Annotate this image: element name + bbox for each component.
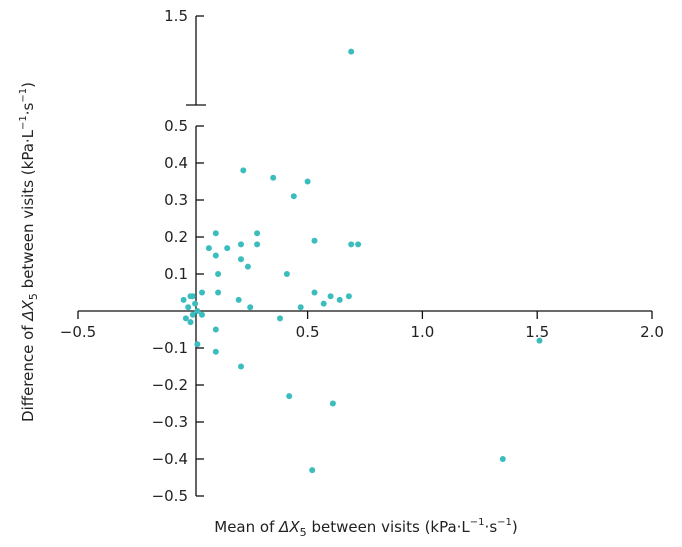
data-point — [247, 304, 254, 311]
data-point — [320, 300, 327, 307]
data-point — [270, 174, 277, 181]
data-point — [212, 252, 219, 259]
data-point — [311, 289, 318, 296]
data-point — [212, 326, 219, 333]
data-point — [297, 304, 304, 311]
ticks: −0.5 0.5 1.0 1.5 2.0 −0.5 −0.4 −0.3 −0.2 −0.1 0.1 0… — [60, 7, 664, 505]
y-axis-title-delta: Δ — [19, 310, 37, 321]
data-point — [290, 193, 297, 200]
data-point — [238, 241, 244, 248]
x-axis-title: Mean of ΔX5 between visits (kPa·L−1·s−1) — [214, 517, 518, 539]
x-tick-label: 1.0 — [410, 323, 434, 341]
data-point — [180, 296, 187, 303]
data-point — [499, 456, 506, 462]
data-point — [212, 348, 219, 355]
y-axis-title-before: Difference of — [19, 321, 37, 422]
data-point — [536, 337, 543, 344]
data-points — [180, 48, 543, 474]
data-point — [311, 237, 318, 244]
data-point — [277, 315, 283, 322]
y-axis-title-after: between visits (kPa·L — [19, 129, 37, 293]
x-axis-title-delta: Δ — [278, 518, 289, 536]
x-tick-label: 0.5 — [296, 323, 320, 341]
data-point — [304, 178, 311, 185]
y-tick-label: 0.5 — [164, 117, 188, 135]
y-tick-label: 0.4 — [164, 154, 188, 172]
x-axis-title-mid: ·s — [485, 518, 498, 536]
y-axis-title-sub: 5 — [27, 293, 40, 300]
data-point — [194, 308, 201, 314]
x-axis-title-var: X — [288, 518, 300, 536]
data-point — [327, 293, 334, 300]
data-point — [187, 319, 194, 326]
data-point — [205, 245, 212, 252]
data-point — [238, 363, 244, 370]
x-tick-label: 2.0 — [640, 323, 664, 341]
y-axis-title-close: ) — [19, 82, 37, 88]
data-point — [199, 289, 205, 296]
x-axis-title-before: Mean of — [214, 518, 279, 536]
data-point-upper — [348, 48, 355, 55]
x-axis-title-close: ) — [512, 518, 518, 536]
data-point — [283, 271, 290, 277]
data-point — [238, 256, 244, 263]
data-point — [348, 241, 355, 248]
data-point — [235, 296, 242, 303]
x-axis-title-u2: −1 — [497, 517, 512, 528]
y-tick-label: 0.2 — [164, 228, 188, 246]
x-tick-label: 1.5 — [525, 323, 549, 341]
y-axis-title: Difference of ΔX5 between visits (kPa·L−… — [18, 82, 40, 422]
data-point — [286, 393, 293, 400]
data-point — [240, 167, 247, 174]
data-point — [336, 296, 343, 303]
data-point — [189, 311, 196, 318]
y-tick-label: −0.3 — [152, 413, 188, 431]
y-axis-title-mid: ·s — [19, 102, 37, 115]
y-axis-title-u1: −1 — [18, 115, 29, 130]
data-point — [192, 300, 199, 307]
data-point — [215, 289, 222, 296]
y-axis-title-var: X — [19, 299, 37, 311]
data-point — [309, 467, 316, 474]
y-tick-label: −0.4 — [152, 450, 188, 468]
data-point — [212, 230, 219, 237]
y-tick-label: −0.1 — [152, 339, 188, 357]
y-tick-label-upper: 1.5 — [164, 7, 188, 25]
x-axis-title-sub: 5 — [300, 526, 307, 539]
data-point — [345, 293, 352, 300]
data-point — [194, 341, 201, 348]
y-tick-label: −0.5 — [152, 487, 188, 505]
data-point — [215, 271, 222, 277]
data-point — [199, 311, 205, 318]
y-tick-label: −0.2 — [152, 376, 188, 394]
y-tick-label: 0.3 — [164, 191, 188, 209]
data-point — [224, 245, 231, 252]
x-axis-title-after: between visits (kPa·L — [307, 518, 471, 536]
data-point — [254, 241, 261, 248]
data-point — [244, 263, 251, 270]
x-axis-title-u1: −1 — [470, 517, 485, 528]
x-tick-label: −0.5 — [60, 323, 96, 341]
data-point — [355, 241, 362, 248]
data-point — [182, 315, 189, 322]
y-axis-title-u2: −1 — [18, 88, 29, 103]
data-point — [254, 230, 261, 237]
y-tick-label: 0.1 — [164, 265, 188, 283]
data-point — [329, 400, 336, 407]
data-point — [185, 304, 192, 311]
data-point — [189, 293, 196, 300]
